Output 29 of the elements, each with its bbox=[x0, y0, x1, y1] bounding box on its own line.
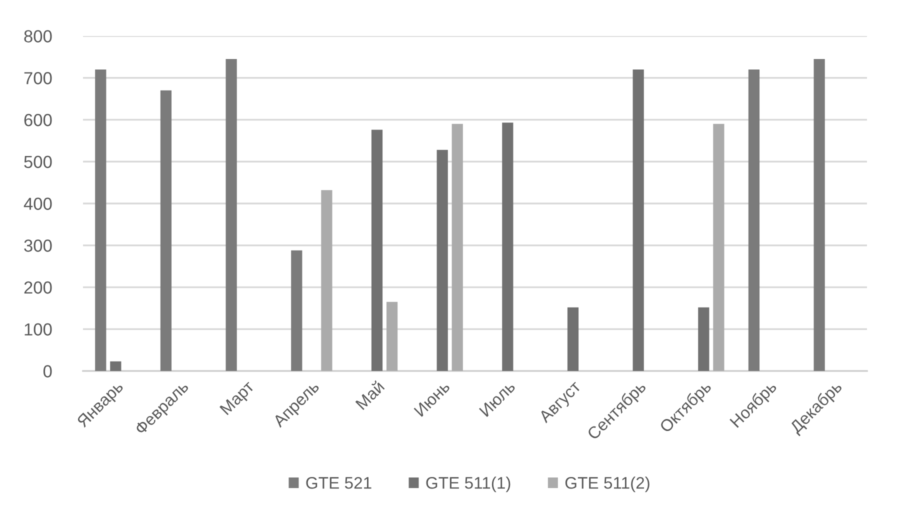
bar bbox=[371, 130, 383, 371]
y-tick-label: 100 bbox=[24, 323, 52, 336]
y-tick-label: 500 bbox=[24, 156, 52, 168]
y-tick-label: 200 bbox=[24, 281, 52, 294]
y-tick-label: 0 bbox=[43, 365, 52, 378]
bar bbox=[160, 90, 172, 371]
bar bbox=[713, 124, 724, 371]
bar bbox=[698, 307, 710, 371]
bar bbox=[95, 70, 106, 371]
bar bbox=[110, 361, 122, 371]
bar bbox=[226, 59, 237, 371]
bar bbox=[321, 190, 332, 371]
y-tick-label: 700 bbox=[24, 72, 52, 84]
legend-label: GTE 511(1) bbox=[426, 476, 510, 492]
y-tick-label: 600 bbox=[24, 114, 52, 126]
bar bbox=[748, 70, 760, 371]
y-tick-label: 300 bbox=[24, 240, 52, 252]
bar bbox=[814, 59, 825, 371]
bar bbox=[386, 302, 398, 371]
bar bbox=[452, 124, 463, 371]
legend-label: GTE 521 bbox=[306, 477, 372, 489]
y-tick-label: 800 bbox=[24, 30, 52, 42]
bar bbox=[291, 250, 302, 371]
bar bbox=[567, 307, 579, 371]
legend-label: GTE 511(2) bbox=[565, 476, 650, 492]
bar bbox=[436, 150, 448, 371]
bar bbox=[632, 70, 644, 371]
y-tick-label: 400 bbox=[24, 198, 52, 210]
bar bbox=[502, 122, 514, 371]
